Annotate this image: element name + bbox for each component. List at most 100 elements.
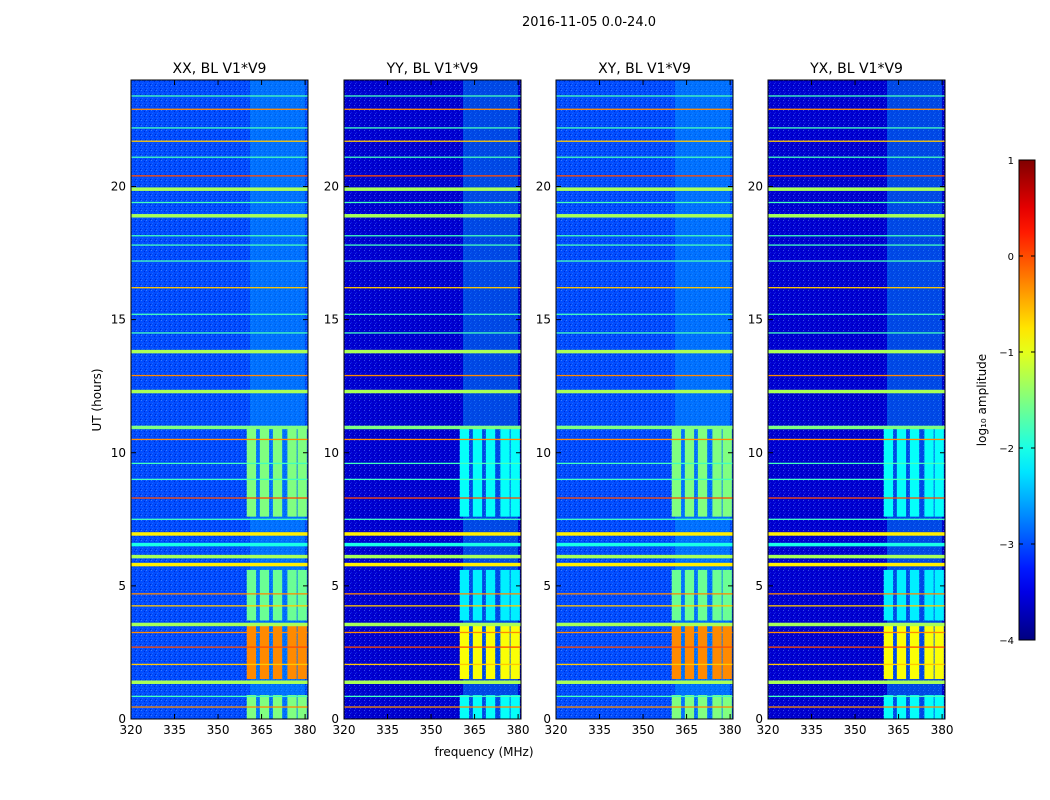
panel-title: YX, BL V1*V9: [809, 61, 903, 77]
rfi-line: [344, 108, 521, 110]
rfi-line: [768, 532, 945, 536]
rfi-line: [556, 235, 733, 237]
panel-frame: [555, 79, 734, 720]
rfi-line: [344, 374, 521, 377]
rfi-line: [556, 622, 733, 627]
x-tick-label: 380: [719, 723, 742, 737]
rfi-line: [768, 214, 945, 218]
rfi-line: [131, 532, 308, 536]
rfi-line: [131, 244, 308, 246]
y-tick-label: 10: [536, 446, 551, 460]
rfi-line: [556, 244, 733, 246]
rfi-line: [344, 622, 521, 627]
signal-cell: [934, 428, 944, 517]
x-axis-label: frequency (MHz): [434, 745, 533, 759]
rfi-line: [344, 389, 521, 394]
rfi-line: [556, 349, 733, 354]
rfi-line: [556, 605, 733, 607]
y-tick-label: 10: [748, 446, 763, 460]
rfi-line: [131, 425, 308, 430]
rfi-line: [344, 127, 521, 129]
signal-cell: [485, 569, 496, 621]
rfi-line: [556, 646, 733, 648]
rfi-line: [768, 438, 945, 441]
y-tick-label: 20: [748, 180, 763, 194]
signal-cell: [500, 428, 510, 517]
x-tick-label: 335: [800, 723, 823, 737]
rfi-line: [768, 95, 945, 97]
panel-title: XX, BL V1*V9: [173, 61, 267, 77]
rfi-line: [556, 462, 733, 465]
rfi-line: [131, 389, 308, 394]
signal-cell: [472, 428, 483, 517]
y-tick-label: 15: [324, 313, 339, 327]
x-tick-label: 365: [675, 723, 698, 737]
signal-cell: [909, 569, 920, 621]
x-tick-label: 350: [207, 723, 230, 737]
rfi-line: [768, 187, 945, 191]
rfi-line: [556, 389, 733, 394]
rfi-line: [768, 425, 945, 430]
rfi-line: [556, 593, 733, 595]
signal-cell: [272, 428, 283, 517]
signal-cell: [883, 569, 894, 621]
rfi-line: [131, 695, 308, 698]
signal-cell: [883, 428, 894, 517]
rfi-line: [344, 187, 521, 191]
x-tick-label: 380: [294, 723, 317, 737]
rfi-line: [131, 187, 308, 191]
rfi-line: [131, 605, 308, 607]
rfi-line: [556, 187, 733, 191]
signal-cell: [697, 428, 708, 517]
rfi-line: [556, 201, 733, 204]
signal-cell: [459, 625, 470, 680]
rfi-line: [131, 646, 308, 648]
rfi-line: [131, 175, 308, 177]
rfi-line: [344, 562, 521, 567]
rfi-line: [131, 108, 308, 110]
rfi-line: [131, 156, 308, 158]
x-tick-label: 365: [463, 723, 486, 737]
y-tick-label: 5: [543, 579, 551, 593]
rfi-line: [344, 95, 521, 97]
x-tick-label: 320: [333, 723, 356, 737]
rfi-line: [768, 127, 945, 129]
rfi-line: [556, 108, 733, 110]
rfi-line: [556, 680, 733, 685]
rfi-line: [131, 127, 308, 129]
rfi-line: [131, 374, 308, 377]
rfi-line: [768, 175, 945, 177]
rfi-line: [556, 332, 733, 334]
signal-cell: [259, 428, 270, 517]
x-tick-label: 350: [844, 723, 867, 737]
x-tick-label: 380: [931, 723, 954, 737]
x-tick-label: 335: [163, 723, 186, 737]
signal-cell: [287, 569, 297, 621]
rfi-line: [344, 518, 521, 520]
rfi-line: [768, 497, 945, 499]
rfi-line: [556, 127, 733, 129]
signal-cell: [510, 625, 520, 680]
rfi-line: [131, 140, 308, 142]
signal-cell: [722, 569, 732, 621]
x-tick-label: 320: [757, 723, 780, 737]
colorbar-gradient: [1018, 159, 1036, 641]
signal-cell: [259, 625, 270, 680]
signal-cell: [712, 428, 722, 517]
signal-cell: [924, 428, 934, 517]
rfi-line: [344, 532, 521, 536]
rfi-line: [344, 287, 521, 289]
rfi-line: [344, 175, 521, 177]
y-tick-label: 15: [111, 313, 126, 327]
rfi-line: [768, 389, 945, 394]
rfi-line: [556, 631, 733, 634]
y-tick-label: 15: [536, 313, 551, 327]
signal-cell: [712, 625, 722, 680]
signal-cell: [485, 625, 496, 680]
rfi-line: [344, 554, 521, 559]
signal-cell: [287, 428, 297, 517]
rfi-line: [768, 593, 945, 595]
signal-cell: [924, 569, 934, 621]
rfi-line: [344, 497, 521, 499]
